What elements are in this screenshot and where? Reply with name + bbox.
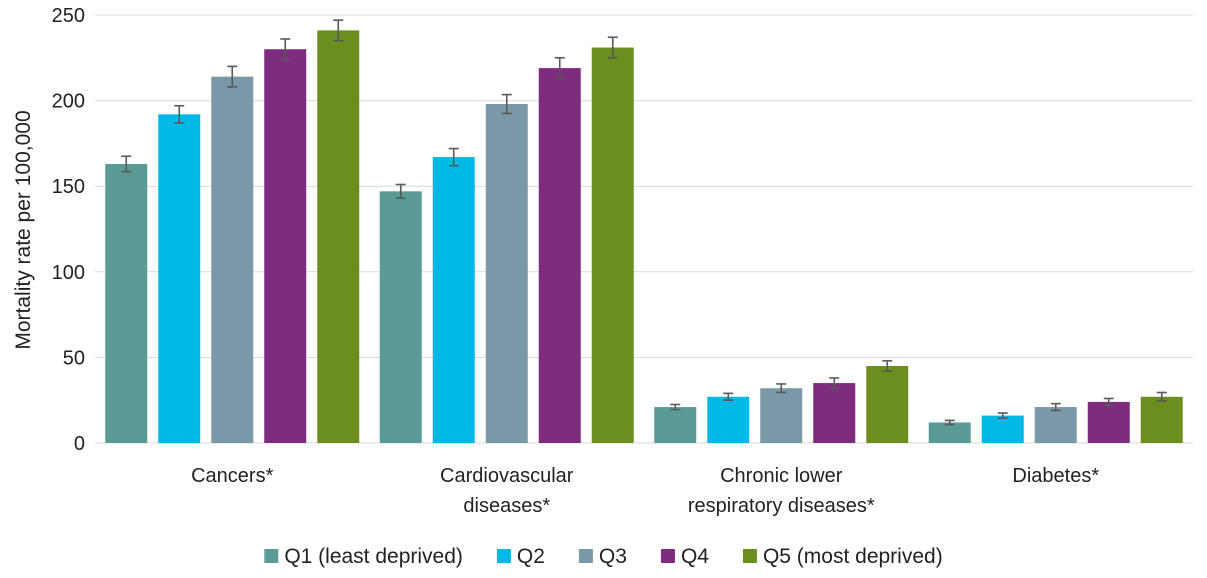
x-category-label: Cardiovascular	[440, 465, 574, 487]
bar	[158, 114, 201, 444]
legend-item: Q3	[578, 545, 627, 568]
error-bar	[944, 419, 955, 426]
error-bar	[280, 38, 291, 61]
error-bar	[174, 104, 185, 124]
y-axis-title: Mortality rate per 100,000	[12, 110, 35, 349]
error-bar	[829, 377, 840, 390]
bar	[264, 49, 307, 444]
error-bar	[448, 147, 459, 167]
bar	[432, 157, 475, 443]
error-bar	[1103, 397, 1114, 407]
bar	[1140, 396, 1183, 443]
y-tick-label: 200	[52, 91, 85, 113]
error-bar	[882, 360, 893, 372]
bar	[813, 383, 856, 443]
bar	[211, 76, 254, 443]
bar	[105, 163, 148, 443]
error-bar	[997, 412, 1008, 419]
bar	[928, 422, 971, 443]
category-labels: Cancers* Cardiovascular diseases* Chronic l…	[191, 465, 1099, 517]
bar	[866, 365, 909, 443]
x-category-label: Chronic lower	[720, 465, 843, 487]
legend-item: Q4	[660, 545, 709, 568]
error-bar	[1050, 402, 1061, 412]
error-bar	[670, 403, 681, 411]
y-tick-label: 150	[52, 176, 85, 198]
legend-label: Q3	[599, 545, 627, 568]
legend-swatch	[496, 549, 511, 563]
legend-label: Q5 (most deprived)	[763, 545, 943, 568]
legend-swatch	[742, 549, 757, 563]
bar	[317, 30, 360, 444]
error-bar	[333, 19, 344, 42]
x-category-label: Cancers*	[191, 465, 273, 487]
bar	[1034, 407, 1077, 443]
y-tick-label: 50	[63, 347, 85, 369]
bar	[981, 415, 1024, 443]
bars	[105, 30, 1183, 444]
error-bar	[554, 56, 565, 80]
y-axis-ticks: 0 50 100 150 200 250	[52, 5, 85, 455]
gridlines	[95, 14, 1193, 444]
bar	[485, 104, 528, 444]
error-bar	[607, 36, 618, 59]
error-bar	[776, 383, 787, 394]
legend-item: Q1 (least deprived)	[264, 545, 463, 568]
legend-label: Q2	[517, 545, 545, 568]
x-category-label: Diabetes*	[1012, 465, 1099, 487]
bar	[760, 388, 803, 443]
bar	[538, 68, 581, 444]
legend-item: Q5 (most deprived)	[742, 545, 943, 568]
x-category-label: diseases*	[463, 495, 550, 517]
y-tick-label: 0	[74, 433, 85, 455]
y-tick-label: 100	[52, 262, 85, 284]
error-bar	[1156, 391, 1167, 402]
x-category-label: respiratory diseases*	[688, 495, 875, 517]
error-bar	[121, 155, 132, 173]
error-bar	[395, 183, 406, 199]
legend: Q1 (least deprived) Q2 Q3 Q4 Q5 (most depriv…	[264, 545, 943, 568]
legend-swatch	[660, 549, 675, 563]
legend-label: Q4	[681, 545, 709, 568]
bar	[591, 47, 634, 443]
legend-swatch	[578, 549, 593, 563]
legend-item: Q2	[496, 545, 545, 568]
bar	[654, 407, 697, 443]
legend-swatch	[264, 549, 279, 563]
error-bar	[723, 392, 734, 402]
bar	[1087, 401, 1130, 443]
bar	[707, 396, 750, 443]
legend-label: Q1 (least deprived)	[284, 545, 463, 568]
bar	[379, 191, 422, 443]
error-bar	[227, 65, 238, 88]
error-bar	[501, 93, 512, 115]
error-bars	[121, 19, 1167, 426]
y-tick-label: 250	[52, 5, 85, 27]
